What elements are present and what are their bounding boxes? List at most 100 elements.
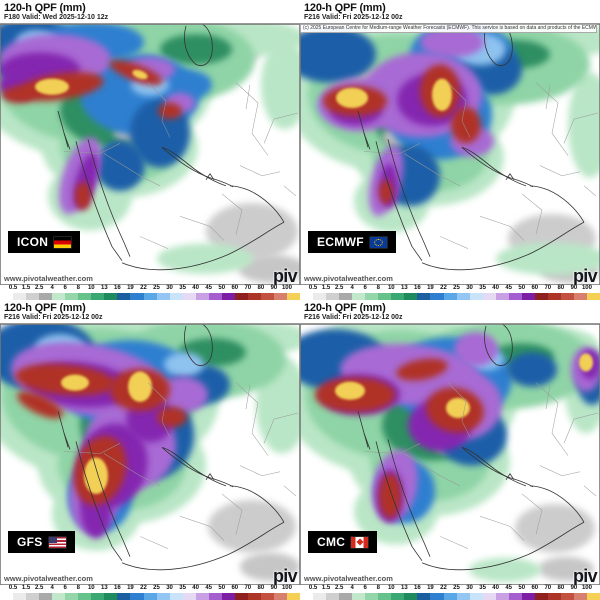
colorbar-label: 13 — [401, 585, 408, 591]
watermark: www.pivotalweather.com — [304, 574, 393, 583]
colorbar-label: 40 — [492, 285, 499, 291]
model-name: CMC — [317, 535, 346, 549]
pivotal-logo-partial: piv — [273, 267, 298, 285]
colorbar-label: 80 — [257, 285, 265, 291]
colorbar-label: 10 — [387, 585, 395, 591]
colorbar-label: 40 — [492, 585, 499, 591]
colorbar-segment — [247, 593, 261, 600]
colorbar-segment — [130, 293, 144, 300]
colorbar-label: 70 — [244, 285, 252, 291]
colorbar-label: 60 — [231, 585, 239, 591]
colorbar-segment — [195, 593, 209, 600]
colorbar-segment — [117, 593, 131, 600]
colorbar-label: 50 — [218, 285, 226, 291]
colorbar-segment — [143, 293, 157, 300]
colorbar-label: 16 — [114, 585, 121, 591]
colorbar-label: 19 — [127, 285, 134, 291]
colorbar-segment — [547, 293, 561, 300]
colorbar-label: 90 — [570, 585, 578, 591]
panel-gfs: 120-h QPF (mm) F216 Valid: Fri 2025-12-1… — [0, 300, 300, 600]
model-label-box: GFS — [8, 531, 75, 553]
colorbar-segment — [104, 593, 118, 600]
colorbar-label: 70 — [544, 585, 552, 591]
colorbar-segment — [560, 293, 574, 300]
colorbar-segment — [587, 293, 600, 300]
colorbar-segment — [573, 593, 588, 600]
colorbar-label: 80 — [257, 585, 265, 591]
model-label-box: CMC — [308, 531, 378, 553]
colorbar-label: 1.5 — [21, 285, 31, 291]
colorbar-segment — [352, 293, 366, 300]
colorbar-segment — [13, 293, 27, 300]
colorbar-segment — [195, 293, 209, 300]
map-area: (c) 2025 European Centre for Medium-rang… — [300, 23, 600, 285]
colorbar-label: 25 — [453, 285, 460, 291]
colorbar-segment — [221, 593, 235, 600]
valid-time-label: F216 Valid: Fri 2025-12-12 00z — [304, 14, 403, 21]
colorbar-label: 25 — [153, 585, 160, 591]
colorbar-label: 40 — [192, 585, 199, 591]
colorbar-label: 40 — [192, 285, 199, 291]
colorbar-segment — [273, 593, 288, 600]
colorbar-segment — [273, 293, 288, 300]
colorbar-segment — [0, 593, 14, 600]
valid-time-label: F216 Valid: Fri 2025-12-12 00z — [4, 314, 103, 321]
watermark: www.pivotalweather.com — [4, 274, 93, 283]
panel-header: 120-h QPF (mm) F216 Valid: Fri 2025-12-1… — [300, 300, 600, 323]
colorbar-segment — [391, 293, 405, 300]
qpf-map-cmc — [300, 324, 600, 585]
colorbar-segment — [521, 293, 535, 300]
panel-header: 120-h QPF (mm) F216 Valid: Fri 2025-12-1… — [0, 300, 300, 323]
map-area: CMC www.pivotalweather.com piv — [300, 323, 600, 585]
colorbar-labels: 0.5 1.5 2.5 4 6 8 10 13 16 19 22 25 30 35 40 45 50 60 70 80… — [0, 585, 300, 592]
colorbar-segment — [313, 293, 327, 300]
colorbar-segment — [182, 593, 196, 600]
colorbar-label: 45 — [505, 285, 513, 291]
pivotal-logo-partial: piv — [573, 267, 598, 285]
colorbar-band — [0, 592, 300, 600]
colorbar-segment — [52, 593, 66, 600]
colorbar-segment — [91, 593, 105, 600]
colorbar-label: 90 — [570, 285, 578, 291]
panel-header: 120-h QPF (mm) F216 Valid: Fri 2025-12-1… — [300, 0, 600, 23]
colorbar-label: 100 — [281, 285, 292, 291]
colorbar-segment — [104, 293, 118, 300]
colorbar-label: 8 — [376, 585, 380, 591]
colorbar-segment — [39, 593, 53, 600]
model-name: ICON — [17, 235, 49, 249]
colorbar-segment — [508, 293, 522, 300]
germany-flag-icon — [54, 236, 72, 248]
colorbar-label: 60 — [531, 285, 539, 291]
colorbar-label: 70 — [544, 285, 552, 291]
panel-ecmwf: 120-h QPF (mm) F216 Valid: Fri 2025-12-1… — [300, 0, 600, 300]
colorbar-segment — [0, 293, 14, 300]
map-area: GFS www.pivotalweather.com piv — [0, 323, 300, 585]
colorbar-label: 35 — [179, 585, 186, 591]
colorbar-segment — [26, 593, 40, 600]
colorbar-label: 13 — [101, 585, 108, 591]
colorbar-label: 22 — [140, 585, 147, 591]
colorbar-segment — [339, 293, 353, 300]
colorbar-segment — [365, 593, 379, 600]
qpf-map-icon — [0, 24, 300, 285]
colorbar-label: 13 — [101, 285, 108, 291]
colorbar-segment — [156, 293, 170, 300]
colorbar-label: 22 — [440, 285, 447, 291]
colorbar-segment — [521, 593, 535, 600]
colorbar-label: 45 — [205, 285, 213, 291]
canada-flag-icon — [351, 536, 369, 548]
colorbar-label: 45 — [505, 585, 513, 591]
colorbar-segment — [260, 293, 274, 300]
colorbar-segment — [52, 293, 66, 300]
colorbar-segment — [573, 293, 588, 300]
colorbar-segment — [234, 593, 248, 600]
colorbar-band — [300, 292, 600, 300]
colorbar-label: 1.5 — [21, 585, 31, 591]
colorbar-segment — [482, 593, 496, 600]
colorbar-label: 6 — [363, 585, 367, 591]
colorbar-label: 0.5 — [308, 585, 318, 591]
colorbar-label: 10 — [87, 585, 95, 591]
colorbar-segment — [326, 293, 340, 300]
page-title: 120-h QPF (mm) — [4, 2, 86, 14]
